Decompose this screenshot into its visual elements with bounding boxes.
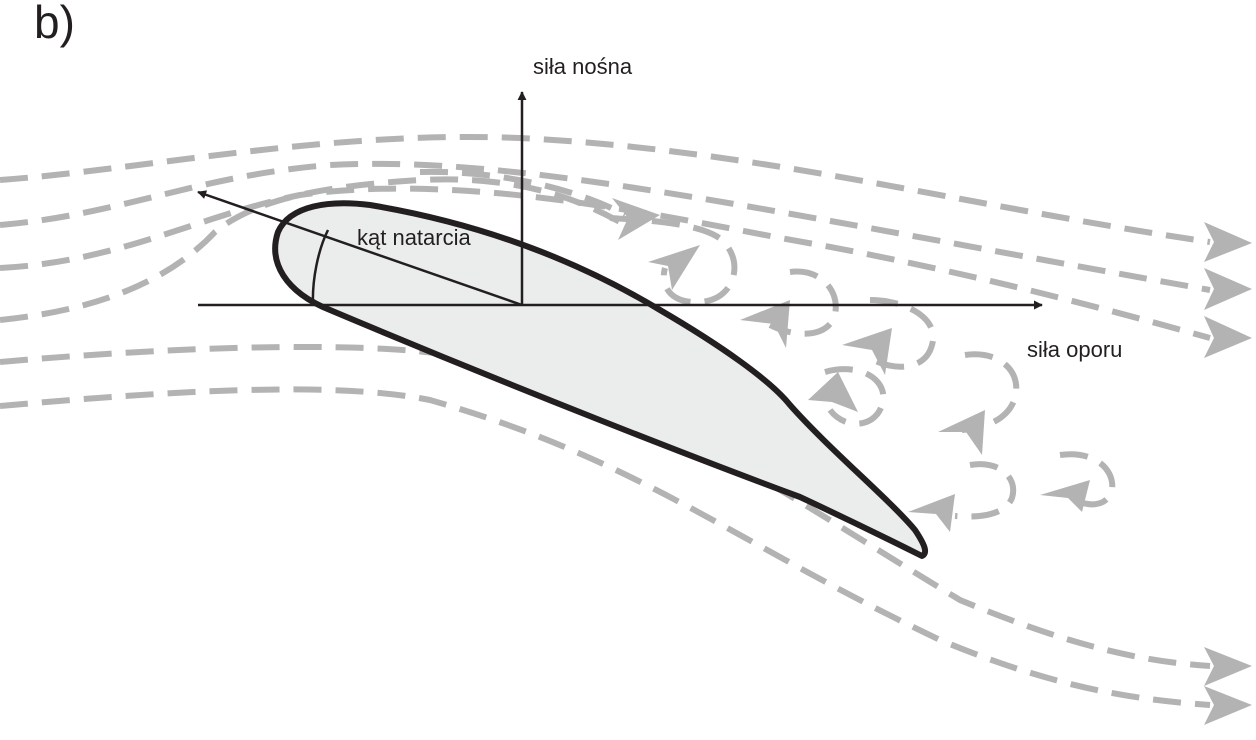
- vortex-arrowhead: [740, 300, 790, 348]
- vortex: [863, 297, 937, 370]
- wake-vortices: [609, 198, 1116, 532]
- vortex-arrowhead: [908, 494, 955, 532]
- stream-arrowhead: [1204, 222, 1252, 262]
- lift-label: siła nośna: [533, 54, 633, 79]
- angle-arc: [311, 229, 330, 306]
- streamline: [0, 386, 1211, 708]
- stream-arrowhead: [1204, 686, 1252, 725]
- streamline: [419, 168, 627, 218]
- panel-label: b): [34, 0, 75, 48]
- vortex-arrowhead: [808, 372, 858, 412]
- streamline: [0, 176, 622, 323]
- angle-of-attack-label: kąt natarcia: [357, 225, 471, 250]
- airfoil: [272, 200, 929, 559]
- stream-arrowhead: [1204, 268, 1252, 310]
- vortex-arrowhead: [842, 328, 892, 375]
- streamline: [0, 185, 1211, 341]
- upper-streamlines: [0, 133, 1211, 341]
- vortex: [768, 268, 839, 337]
- vortex: [824, 366, 887, 427]
- chord-line: [197, 190, 523, 307]
- vortex-arrowhead: [648, 245, 700, 290]
- vortex: [609, 215, 738, 306]
- streamline: [0, 133, 1211, 245]
- streamline-arrowheads: [1204, 222, 1252, 725]
- vortex: [1059, 451, 1116, 508]
- streamline: [0, 160, 1211, 293]
- vortex-arrowhead: [938, 410, 985, 455]
- stream-arrowhead: [1204, 647, 1252, 686]
- stream-arrowhead: [1204, 316, 1252, 358]
- drag-label: siła oporu: [1027, 337, 1122, 362]
- vortex-arrowhead: [1040, 480, 1090, 512]
- force-vectors: [197, 91, 1043, 310]
- vortex: [954, 461, 1017, 520]
- vortex-arrowhead: [612, 198, 660, 240]
- vortex: [961, 351, 1020, 433]
